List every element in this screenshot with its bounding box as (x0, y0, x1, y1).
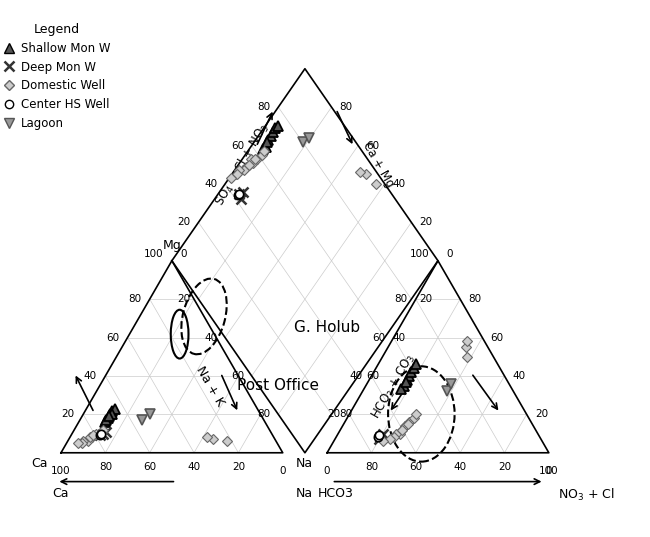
Text: 60: 60 (410, 462, 422, 472)
Text: 60: 60 (231, 371, 244, 381)
Text: HCO3: HCO3 (318, 487, 354, 500)
Text: 60: 60 (143, 462, 156, 472)
Text: Ca: Ca (52, 487, 69, 500)
Text: 100: 100 (144, 249, 163, 258)
Text: 0: 0 (280, 466, 286, 476)
Text: SO$_4$ + Cl + NO$_3$: SO$_4$ + Cl + NO$_3$ (213, 120, 273, 209)
Text: 100: 100 (51, 466, 71, 476)
Text: Na: Na (296, 457, 313, 470)
Text: 40: 40 (513, 371, 526, 381)
Text: 20: 20 (177, 294, 190, 304)
Text: 60: 60 (366, 371, 379, 381)
Text: 40: 40 (204, 179, 217, 189)
Text: 80: 80 (339, 409, 352, 419)
Text: 60: 60 (491, 332, 504, 343)
Text: 80: 80 (257, 102, 270, 112)
Text: 80: 80 (395, 294, 408, 304)
Text: 60: 60 (372, 332, 385, 343)
Text: HCO$_3$ + CO$_3$: HCO$_3$ + CO$_3$ (369, 351, 419, 422)
Text: 40: 40 (84, 371, 97, 381)
Text: 0: 0 (324, 466, 330, 476)
Text: 0: 0 (545, 466, 552, 476)
Text: Post Office: Post Office (237, 378, 319, 393)
Text: 20: 20 (535, 409, 548, 419)
Text: 20: 20 (232, 462, 245, 472)
Text: 80: 80 (257, 409, 270, 419)
Text: 80: 80 (365, 462, 378, 472)
Text: 40: 40 (187, 462, 201, 472)
Text: Ca: Ca (31, 457, 47, 470)
Text: 20: 20 (62, 409, 75, 419)
Text: 0: 0 (181, 249, 187, 258)
Text: 80: 80 (339, 102, 352, 112)
Text: G. Holub: G. Holub (294, 321, 360, 336)
Text: 20: 20 (177, 217, 190, 227)
Text: 20: 20 (419, 217, 432, 227)
Text: 40: 40 (393, 332, 406, 343)
Text: 60: 60 (366, 141, 379, 150)
Text: 80: 80 (99, 462, 112, 472)
Text: 80: 80 (469, 294, 482, 304)
Text: 60: 60 (106, 332, 119, 343)
Text: 40: 40 (454, 462, 467, 472)
Text: Na + K: Na + K (193, 364, 226, 409)
Text: 0: 0 (447, 249, 453, 258)
Text: Mg: Mg (162, 239, 181, 252)
Text: NO$_3$ + Cl: NO$_3$ + Cl (558, 487, 614, 503)
Text: 80: 80 (128, 294, 141, 304)
Text: 100: 100 (410, 249, 429, 258)
Text: Ca + Mg: Ca + Mg (360, 140, 396, 190)
Text: 20: 20 (328, 409, 341, 419)
Text: Na: Na (296, 487, 313, 500)
Text: 20: 20 (419, 294, 432, 304)
Text: 100: 100 (539, 466, 558, 476)
Text: 40: 40 (393, 179, 406, 189)
Text: 60: 60 (231, 141, 244, 150)
Text: 40: 40 (204, 332, 217, 343)
Text: 20: 20 (498, 462, 511, 472)
Legend: Shallow Mon W, Deep Mon W, Domestic Well, Center HS Well, Lagoon: Shallow Mon W, Deep Mon W, Domestic Well… (0, 18, 115, 135)
Text: 40: 40 (350, 371, 363, 381)
